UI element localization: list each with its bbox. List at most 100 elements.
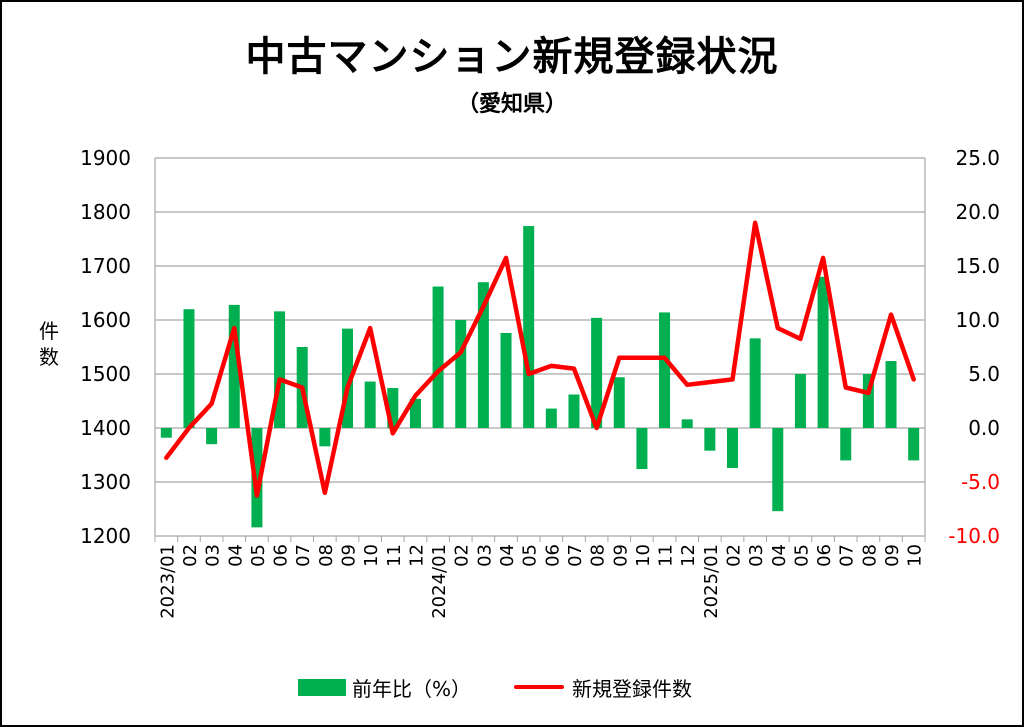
x-axis-ticks: 2023/01 02 03 04 05 06 07 08 09 10 11 12 2024/01 02 03… [157,544,925,619]
x-tick-label: 08 [316,544,337,567]
bar-3 [228,304,240,428]
bar-9 [364,381,376,428]
bar-25 [727,428,738,468]
x-tick-label: 07 [565,544,586,567]
right-tick-label: -10.0 [948,524,1000,548]
x-tick-label: 03 [203,544,224,567]
bar-12 [432,286,444,428]
x-tick-label: 12 [406,544,427,567]
bar-14 [477,282,489,428]
x-tick-label: 2024/01 [429,544,450,619]
right-tick-label: 20.0 [955,200,1000,224]
x-tick-label: 11 [656,544,677,567]
line-series [164,220,916,498]
gridlines [155,157,925,537]
bar-27 [772,428,784,512]
x-tick-label: 02 [452,544,473,567]
bar-series [160,226,920,528]
y-axis-label-char: 数 [39,345,59,369]
bar-1 [183,309,195,428]
legend-line-swatch [514,685,564,689]
bar-8 [342,328,353,428]
left-tick-label: 1700 [80,254,131,278]
left-tick-label: 1900 [80,146,131,170]
bar-4 [251,428,263,528]
x-tick-label: 08 [859,544,880,567]
right-tick-label: 0.0 [968,416,1000,440]
legend-item-bar[interactable]: 前年比（%） [298,672,471,702]
bar-32 [885,361,897,428]
x-tick-label: 09 [882,544,903,567]
bar-24 [704,428,716,451]
x-tick-label: 05 [248,544,269,567]
x-tick-label: 06 [542,544,563,567]
x-tick-label: 09 [610,544,631,567]
bar-10 [387,388,399,428]
bar-31 [862,374,874,428]
x-tick-label: 2025/01 [701,544,722,619]
bar-19 [591,317,603,428]
bar-21 [636,428,648,470]
x-tick-label: 03 [746,544,767,567]
bar-23 [681,419,693,428]
legend-bar-swatch [298,678,346,696]
x-tick-label: 12 [678,544,699,567]
right-tick-label: 15.0 [955,254,1000,278]
x-tick-label: 06 [814,544,835,567]
left-tick-label: 1400 [80,416,131,440]
y-axis-label-char: 件 [39,319,59,343]
x-tick-label: 05 [520,544,541,567]
legend-item-line[interactable]: 新規登録件数 [514,672,692,702]
left-tick-label: 1300 [80,470,131,494]
x-tick-label: 07 [293,544,314,567]
x-tick-label: 08 [588,544,609,567]
right-tick-label: -5.0 [961,470,1000,494]
bar-18 [568,394,580,428]
chart-title: 中古マンション新規登録状況 [245,34,779,80]
x-tick-label: 10 [361,544,382,567]
x-tick-label: 2023/01 [157,544,178,619]
x-tick-label: 02 [724,544,745,567]
left-tick-label: 1200 [80,524,131,548]
bar-7 [319,428,331,447]
x-tick-label: 10 [633,544,654,567]
left-tick-label: 1600 [80,308,131,332]
x-tick-label: 03 [474,544,495,567]
y-axis-label: 件数 [36,318,62,370]
x-tick-label: 04 [769,544,790,567]
bar-5 [274,311,286,428]
x-tick-label: 06 [271,544,292,567]
bar-16 [523,226,535,428]
right-tick-label: 25.0 [955,146,1000,170]
bar-33 [908,428,920,461]
left-tick-label: 1500 [80,362,131,386]
bar-29 [817,276,829,428]
bar-13 [455,320,467,428]
x-tick-label: 02 [180,544,201,567]
right-tick-label: 10.0 [955,308,1000,332]
x-tick-label: 09 [339,544,360,567]
left-tick-label: 1800 [80,200,131,224]
bar-28 [794,374,806,428]
legend-line-label: 新規登録件数 [572,676,692,701]
bar-11 [409,398,421,428]
x-tick-label: 04 [225,544,246,567]
right-axis-ticks: -10.0 -5.0 0.0 5.0 10.0 15.0 20.0 25.0 [948,146,1000,548]
x-tick-label: 07 [837,544,858,567]
right-tick-label: 5.0 [968,362,1000,386]
legend-bar-label: 前年比（%） [352,676,472,701]
chart-subtitle: （愛知県） [456,92,567,117]
bar-17 [545,408,557,428]
bar-0 [160,428,172,438]
axes [154,158,926,542]
bar-22 [659,312,671,428]
x-tick-label: 05 [791,544,812,567]
line-path [164,220,916,498]
legend: 前年比（%） 新規登録件数 [0,672,1024,702]
bar-30 [840,428,852,461]
bar-15 [500,332,512,428]
left-axis-ticks: 1200 1300 1400 1500 1600 1700 1800 1900 [80,146,131,548]
x-tick-label: 04 [497,544,518,567]
